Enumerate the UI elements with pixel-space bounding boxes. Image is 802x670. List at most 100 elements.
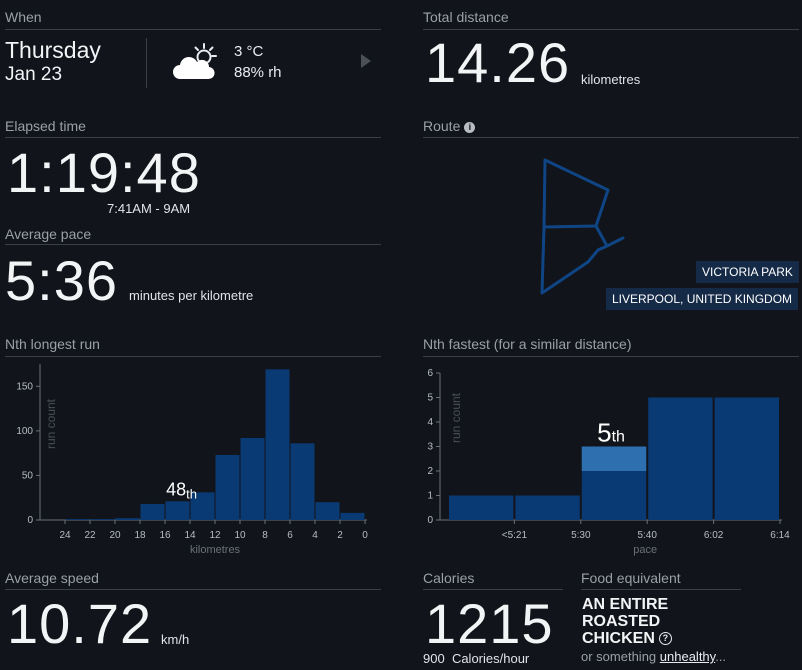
- bar[interactable]: [449, 495, 514, 521]
- temperature-value: 3 °C: [234, 43, 264, 60]
- food-title: Food equivalent: [581, 570, 681, 586]
- y-tick-label: 50: [22, 470, 34, 481]
- route-divider: [423, 137, 799, 138]
- fastest-title: Nth fastest (for a similar distance): [423, 336, 632, 352]
- food-alt-prefix: or something: [581, 649, 657, 664]
- bar[interactable]: [648, 397, 713, 521]
- unhealthy-link[interactable]: unhealthy: [659, 649, 716, 664]
- partly-cloudy-icon: [173, 43, 217, 80]
- food-divider: [581, 589, 741, 590]
- when-divider: [5, 29, 381, 30]
- y-tick-label: 2: [427, 466, 433, 477]
- speed-value: 10.72: [7, 592, 153, 655]
- y-tick-label: 0: [27, 515, 33, 526]
- bar[interactable]: [190, 492, 215, 520]
- y-tick-label: 4: [427, 417, 433, 428]
- humidity-value: 88% rh: [234, 64, 282, 81]
- calories-rate-value: 900: [423, 651, 445, 666]
- x-tick-label: 18: [134, 530, 146, 541]
- y-tick-label: 3: [427, 442, 433, 453]
- route-title: Route i: [423, 118, 476, 134]
- bar[interactable]: [265, 369, 290, 520]
- y-axis-label: run count: [44, 398, 58, 449]
- x-tick-label: 8: [262, 530, 268, 541]
- x-tick-label: 5:30: [571, 530, 591, 541]
- x-tick-label: 2: [337, 530, 343, 541]
- calories-title: Calories: [423, 570, 475, 586]
- fastest-chart: 0 1 2 3 4 5 6 <5:21 5:30 5:40 6:02 6:14 pace run coun…: [427, 368, 790, 556]
- pace-unit: minutes per kilometre: [129, 288, 254, 303]
- pace-title: Average pace: [5, 226, 92, 242]
- x-tick-label: 5:40: [637, 530, 657, 541]
- x-tick-label: 6:02: [704, 530, 724, 541]
- bar[interactable]: [240, 437, 265, 520]
- food-alt-suffix: ...: [715, 649, 727, 664]
- elapsed-range: 7:41AM - 9AM: [107, 201, 191, 216]
- fastest-divider: [423, 356, 799, 357]
- rank-annotation: 5th: [597, 418, 625, 448]
- bar[interactable]: [290, 443, 315, 520]
- x-tick-label: 22: [84, 530, 96, 541]
- distance-divider: [423, 29, 799, 30]
- when-separator: [146, 38, 147, 88]
- y-tick-label: 5: [427, 393, 433, 404]
- bar[interactable]: [65, 519, 90, 520]
- food-alternative: or something unhealthy...: [581, 649, 726, 664]
- food-line-2: ROASTED: [582, 613, 661, 630]
- y-tick-label: 0: [427, 515, 433, 526]
- bar[interactable]: [140, 503, 165, 520]
- route-map[interactable]: [530, 150, 640, 300]
- pace-divider: [5, 244, 381, 245]
- route-path: [540, 158, 625, 295]
- bar[interactable]: [215, 454, 240, 520]
- x-tick-label: 24: [59, 530, 71, 541]
- y-axis-label: run count: [449, 392, 463, 443]
- x-axis-label: kilometres: [190, 544, 241, 556]
- food-name: AN ENTIRE ROASTED CHICKEN?: [582, 596, 672, 647]
- x-tick-label: 12: [209, 530, 221, 541]
- y-tick-label: 150: [16, 381, 33, 392]
- elapsed-value: 1:19:48: [7, 141, 201, 204]
- bar[interactable]: [714, 397, 779, 521]
- rank-annotation: 48th: [166, 479, 197, 501]
- elapsed-title: Elapsed time: [5, 118, 86, 134]
- longest-title: Nth longest run: [5, 336, 100, 352]
- elapsed-divider: [5, 137, 381, 138]
- calories-divider: [423, 589, 563, 590]
- chevron-right-icon[interactable]: [360, 53, 372, 69]
- date-label: Jan 23: [5, 64, 63, 85]
- x-tick-label: 6:14: [770, 530, 790, 541]
- food-line-3: CHICKEN: [582, 630, 655, 647]
- info-icon[interactable]: i: [464, 122, 476, 133]
- longest-divider: [5, 356, 381, 357]
- x-tick-label: 6: [287, 530, 293, 541]
- calories-rate-label: Calories/hour: [451, 651, 530, 666]
- x-tick-label: 16: [159, 530, 171, 541]
- food-line-1: AN ENTIRE: [582, 596, 669, 613]
- x-axis-label: pace: [633, 544, 657, 556]
- bar[interactable]: [90, 519, 115, 520]
- route-title-label: Route: [423, 118, 461, 134]
- distance-unit: kilometres: [581, 72, 641, 87]
- x-tick-label: 14: [184, 530, 196, 541]
- speed-divider: [5, 589, 381, 590]
- x-tick-label: <5:21: [502, 530, 528, 541]
- question-icon[interactable]: ?: [658, 632, 672, 645]
- x-tick-label: 20: [109, 530, 121, 541]
- distance-title: Total distance: [423, 9, 509, 25]
- speed-title: Average speed: [5, 570, 99, 586]
- x-tick-label: 0: [362, 530, 368, 541]
- park-badge: VICTORIA PARK: [696, 261, 799, 283]
- food-line-3-row: CHICKEN?: [582, 630, 672, 647]
- x-tick-label: 4: [312, 530, 318, 541]
- bar[interactable]: [315, 502, 340, 520]
- bar[interactable]: [340, 512, 365, 520]
- y-tick-label: 1: [427, 491, 433, 502]
- calories-rate: 900 Calories/hour: [423, 651, 529, 666]
- bar[interactable]: [515, 495, 580, 521]
- highlight-bar[interactable]: [581, 446, 647, 472]
- bar[interactable]: [115, 518, 140, 520]
- bar[interactable]: [165, 501, 190, 520]
- y-tick-label: 100: [16, 426, 33, 437]
